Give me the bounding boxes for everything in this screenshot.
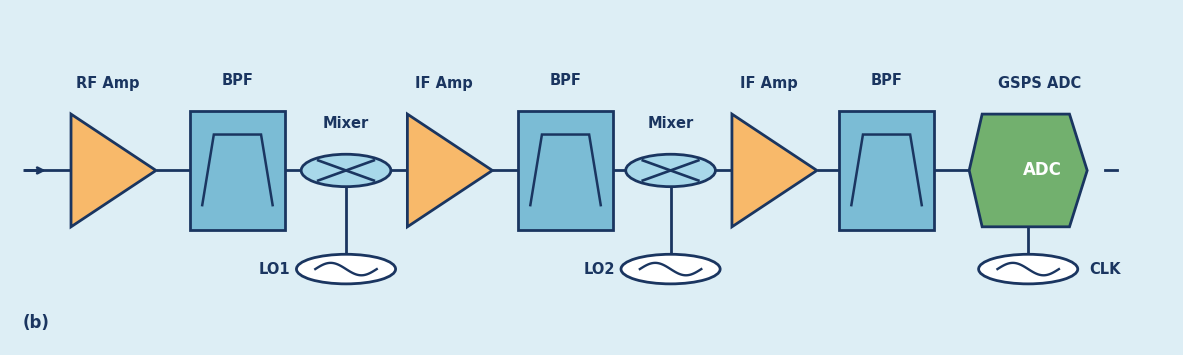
Polygon shape: [518, 110, 613, 230]
Text: IF Amp: IF Amp: [415, 76, 473, 91]
Text: RF Amp: RF Amp: [76, 76, 140, 91]
Text: ADC: ADC: [1023, 162, 1062, 180]
Text: IF Amp: IF Amp: [739, 76, 797, 91]
Ellipse shape: [626, 154, 716, 187]
Text: BPF: BPF: [221, 73, 253, 88]
Text: CLK: CLK: [1090, 262, 1121, 277]
Polygon shape: [407, 114, 492, 227]
Circle shape: [978, 254, 1078, 284]
Text: BPF: BPF: [550, 73, 582, 88]
Text: GSPS ADC: GSPS ADC: [998, 76, 1081, 91]
Polygon shape: [190, 110, 285, 230]
Polygon shape: [71, 114, 156, 227]
Text: LO1: LO1: [259, 262, 291, 277]
Polygon shape: [732, 114, 817, 227]
Text: (b): (b): [22, 315, 50, 333]
Text: BPF: BPF: [871, 73, 903, 88]
Text: Mixer: Mixer: [323, 116, 369, 131]
Circle shape: [621, 254, 720, 284]
Polygon shape: [840, 110, 933, 230]
Polygon shape: [969, 114, 1087, 227]
Text: LO2: LO2: [583, 262, 615, 277]
Ellipse shape: [302, 154, 390, 187]
Circle shape: [297, 254, 395, 284]
Text: Mixer: Mixer: [647, 116, 693, 131]
